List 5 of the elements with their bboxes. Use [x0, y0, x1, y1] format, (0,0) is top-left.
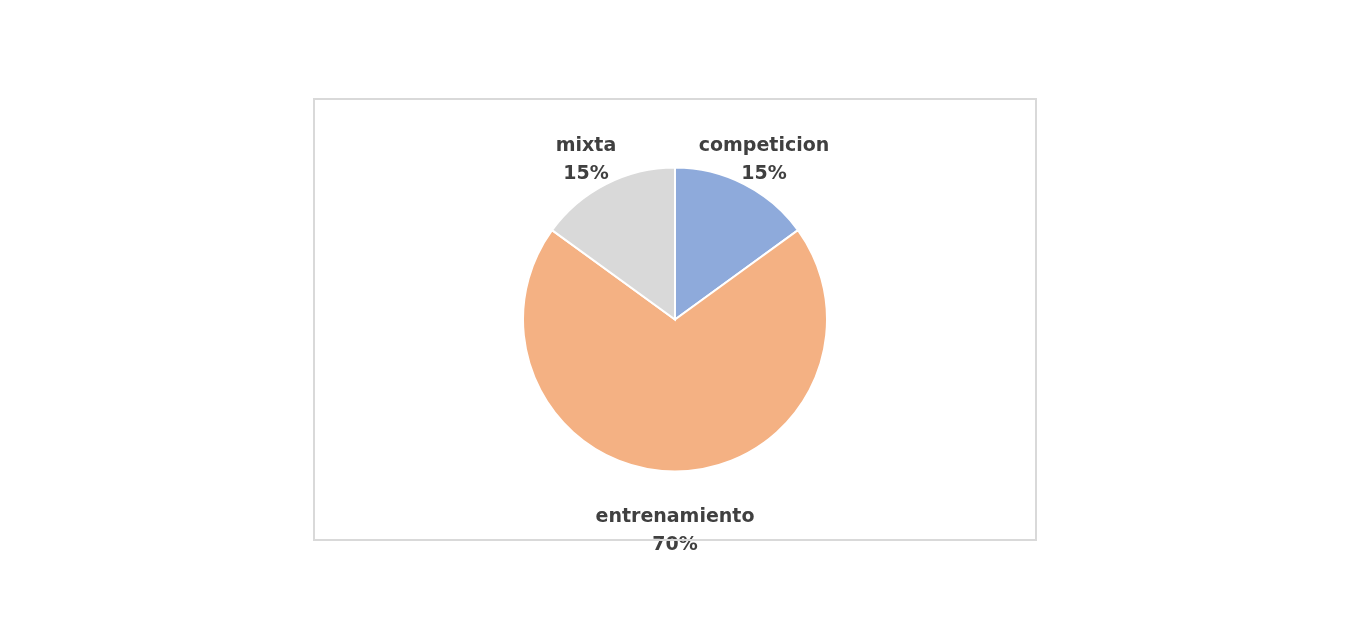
slice-label: competicion: [698, 132, 830, 155]
data-label: 15%: [741, 160, 787, 183]
slice-label: entrenamiento: [595, 503, 755, 526]
data-label: 15%: [563, 160, 609, 183]
slice-label: mixta: [555, 132, 617, 155]
